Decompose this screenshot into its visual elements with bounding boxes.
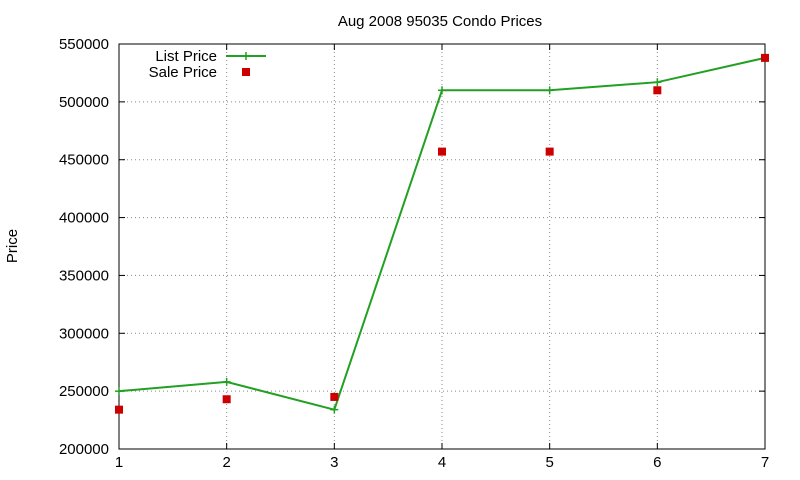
data-point-square: [438, 147, 446, 156]
data-point-square: [545, 147, 554, 156]
x-tick-label: 2: [222, 454, 230, 471]
series-sale-price: [115, 53, 769, 414]
data-point-square: [330, 392, 339, 401]
legend-label: Sale Price: [149, 64, 217, 81]
y-tick-label: 450000: [59, 152, 109, 169]
y-tick-label: 400000: [59, 210, 109, 227]
legend-label: List Price: [155, 48, 217, 65]
data-point-square: [761, 53, 769, 62]
data-point-plus: [653, 78, 662, 87]
y-tick-label: 250000: [59, 383, 109, 400]
y-tick-label: 550000: [59, 36, 109, 53]
y-tick-label: 500000: [59, 94, 109, 111]
x-tick-label: 7: [761, 454, 769, 471]
data-point-plus: [545, 86, 554, 95]
legend-square-marker: [242, 68, 250, 76]
axis-ticks: 200000 250000 300000 350000 400000 450000 5000…: [59, 36, 769, 471]
x-tick-label: 1: [115, 454, 123, 471]
y-tick-label: 200000: [59, 441, 109, 458]
data-point-plus: [222, 377, 231, 386]
x-tick-label: 5: [545, 454, 553, 471]
y-tick-label: 350000: [59, 267, 109, 284]
data-point-square: [222, 395, 231, 404]
chart-title: Aug 2008 95035 Condo Prices: [338, 13, 542, 30]
data-point-plus: [330, 405, 339, 414]
data-point-square: [653, 86, 662, 95]
x-tick-label: 4: [438, 454, 446, 471]
grid-lines: [119, 44, 765, 449]
data-point-plus: [115, 387, 123, 396]
legend-plus-marker: [242, 52, 250, 60]
data-point-square: [115, 405, 123, 414]
series-list-price: [115, 53, 769, 414]
x-tick-label: 3: [330, 454, 338, 471]
y-axis-label: Price: [4, 229, 21, 263]
x-tick-label: 6: [653, 454, 661, 471]
series-layer: [115, 53, 769, 414]
data-point-plus: [438, 86, 446, 95]
y-tick-label: 300000: [59, 325, 109, 342]
